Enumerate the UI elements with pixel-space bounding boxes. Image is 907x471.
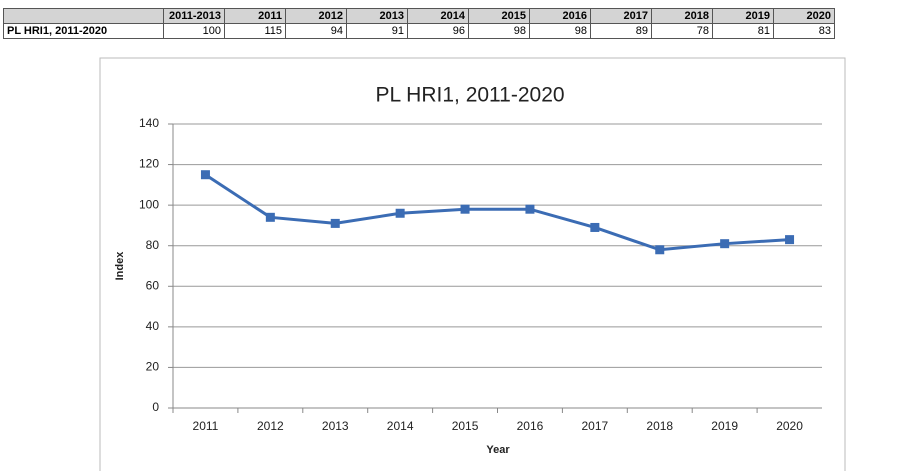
x-tick-label: 2013 — [322, 419, 349, 433]
row-label: PL HRI1, 2011-2020 — [3, 23, 164, 39]
x-tick-label: 2014 — [387, 419, 414, 433]
value-cell: 100 — [163, 23, 225, 39]
series-line — [204, 173, 790, 252]
y-tick-label: 40 — [146, 319, 160, 333]
point-marker — [460, 204, 470, 214]
header-cell: 2017 — [590, 8, 652, 24]
header-cell: 2020 — [773, 8, 835, 24]
point-marker — [590, 222, 600, 232]
value-cell: 89 — [590, 23, 652, 39]
x-tick-label: 2018 — [646, 419, 673, 433]
y-axis-label: Index — [114, 251, 126, 281]
x-tick-label: 2017 — [581, 419, 608, 433]
x-tick-label: 2011 — [193, 419, 219, 433]
point-marker — [655, 245, 665, 255]
x-tick-label: 2020 — [776, 419, 803, 433]
header-cell: 2018 — [651, 8, 713, 24]
y-tick-label: 80 — [146, 238, 160, 252]
y-tick-label: 20 — [146, 360, 160, 374]
header-cell: 2012 — [285, 8, 347, 24]
corner-cell — [3, 8, 164, 24]
point-marker — [265, 212, 275, 222]
point-marker — [720, 239, 730, 249]
chart-frame — [99, 57, 846, 471]
header-cell: 2011-2013 — [163, 8, 225, 24]
point-marker — [785, 235, 795, 245]
x-tick-label: 2012 — [257, 419, 284, 433]
point-marker — [330, 218, 340, 228]
value-cell: 81 — [712, 23, 774, 39]
y-tick-label: 60 — [146, 278, 160, 292]
chart-title: PL HRI1, 2011-2020 — [375, 84, 564, 107]
point-marker — [200, 170, 210, 180]
y-tick-label: 120 — [139, 157, 159, 171]
y-tick-label: 0 — [152, 400, 159, 414]
point-marker — [395, 208, 405, 218]
value-cell: 83 — [773, 23, 835, 39]
x-tick-label: 2019 — [711, 419, 738, 433]
y-tick-label: 100 — [139, 197, 159, 211]
data-row: PL HRI1, 2011-2020 100 115 94 91 96 98 98 89 78 81… — [3, 23, 835, 39]
x-tick-label: 2015 — [452, 419, 479, 433]
x-axis-label: Year — [486, 444, 510, 456]
x-tick-label: 2016 — [517, 419, 544, 433]
value-cell: 78 — [651, 23, 713, 39]
data-table: 2011-2013 2011 2012 2013 2014 2015 2016 2017 201… — [3, 8, 835, 39]
y-tick-label: 140 — [139, 116, 159, 130]
point-marker — [525, 204, 535, 214]
